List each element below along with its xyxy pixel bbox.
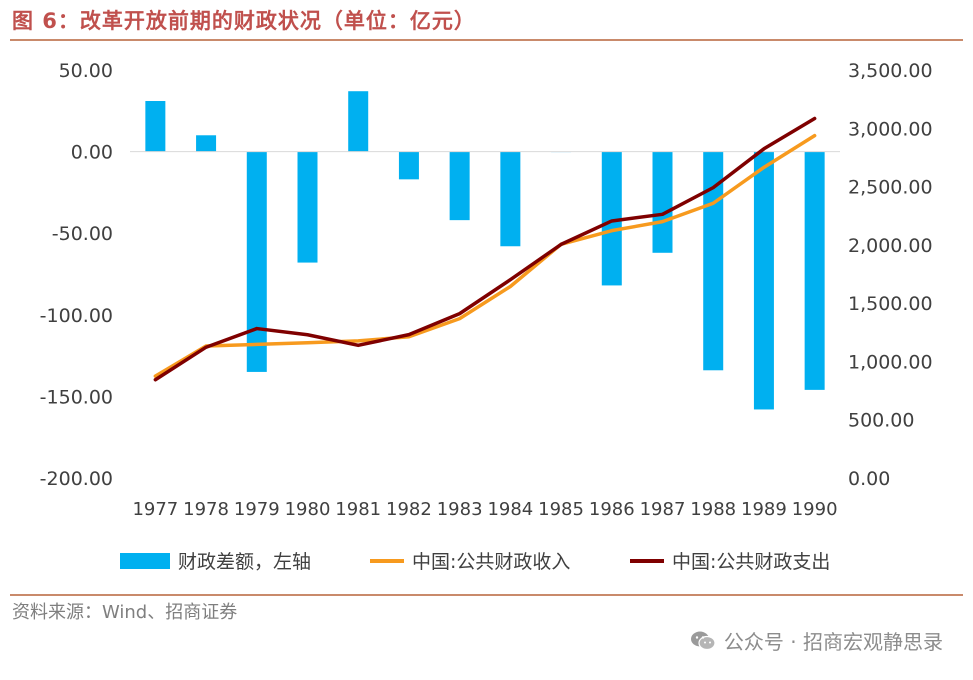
legend-swatch-bar — [120, 553, 170, 569]
bar-1980 — [297, 151, 318, 263]
bar-1984 — [500, 151, 521, 247]
title-rule — [10, 39, 963, 41]
legend-label: 财政差额，左轴 — [178, 551, 311, 573]
x-tick-label: 1981 — [335, 499, 381, 520]
wechat-icon — [690, 631, 716, 650]
right-tick-label: 1,000.00 — [848, 351, 933, 373]
bar-1989 — [753, 151, 774, 410]
footer-rule — [10, 594, 963, 596]
x-tick-label: 1987 — [640, 499, 686, 520]
watermark-text: 公众号 · 招商宏观静思录 — [723, 630, 943, 654]
x-tick-label: 1983 — [437, 499, 483, 520]
left-tick-label: 50.00 — [59, 60, 113, 82]
left-tick-label: -200.00 — [40, 468, 113, 490]
bar-1979 — [246, 151, 267, 372]
bar-series — [145, 91, 825, 410]
watermark: 公众号 · 招商宏观静思录 — [690, 626, 943, 655]
x-tick-label: 1988 — [690, 499, 736, 520]
bar-1983 — [449, 151, 470, 221]
line-expense — [153, 116, 817, 382]
x-tick-label: 1985 — [538, 499, 584, 520]
x-tick-label: 1978 — [183, 499, 229, 520]
bar-1978 — [196, 135, 217, 152]
x-tick-label: 1977 — [132, 499, 178, 520]
bar-1986 — [601, 151, 622, 286]
legend-label: 中国:公共财政收入 — [412, 551, 570, 573]
legend: 财政差额，左轴 中国:公共财政收入 中国:公共财政支出 — [120, 551, 830, 573]
right-tick-label: 3,000.00 — [848, 118, 933, 140]
bar-1981 — [348, 91, 369, 152]
right-tick-label: 3,500.00 — [848, 60, 933, 82]
right-tick-label: 0.00 — [848, 468, 890, 490]
left-axis: 50.00 0.00 -50.00 -100.00 -150.00 -200.00 — [40, 60, 113, 490]
x-tick-label: 1989 — [741, 499, 787, 520]
x-tick-label: 1982 — [386, 499, 432, 520]
left-tick-label: -50.00 — [52, 223, 113, 245]
right-tick-label: 2,500.00 — [848, 177, 933, 199]
x-tick-label: 1990 — [792, 499, 838, 520]
right-tick-label: 2,000.00 — [848, 235, 933, 257]
left-tick-label: -100.00 — [40, 305, 113, 327]
x-tick-label: 1986 — [589, 499, 635, 520]
left-tick-label: -150.00 — [40, 386, 113, 408]
right-axis: 3,500.00 3,000.00 2,500.00 2,000.00 1,500.00… — [848, 60, 933, 490]
bar-1987 — [652, 151, 673, 253]
x-tick-label: 1979 — [234, 499, 280, 520]
bar-1977 — [145, 101, 166, 152]
right-tick-label: 1,500.00 — [848, 293, 933, 315]
x-tick-label: 1984 — [487, 499, 533, 520]
chart-svg: 50.00 0.00 -50.00 -100.00 -150.00 -200.00 3,5… — [40, 60, 933, 573]
line-series — [153, 116, 817, 382]
left-tick-label: 0.00 — [71, 142, 113, 164]
right-tick-label: 500.00 — [848, 410, 914, 432]
chart-title: 图 6：改革开放前期的财政状况（单位：亿元） — [12, 9, 476, 33]
line-income — [153, 133, 817, 378]
bar-1982 — [398, 151, 419, 180]
x-axis: 1977 1978 1979 1980 1981 1982 1983 1984 1985 1986… — [132, 499, 837, 520]
x-tick-label: 1980 — [285, 499, 331, 520]
bar-1990 — [804, 151, 825, 390]
source-note: 资料来源：Wind、招商证券 — [12, 602, 238, 623]
legend-label: 中国:公共财政支出 — [672, 551, 830, 573]
